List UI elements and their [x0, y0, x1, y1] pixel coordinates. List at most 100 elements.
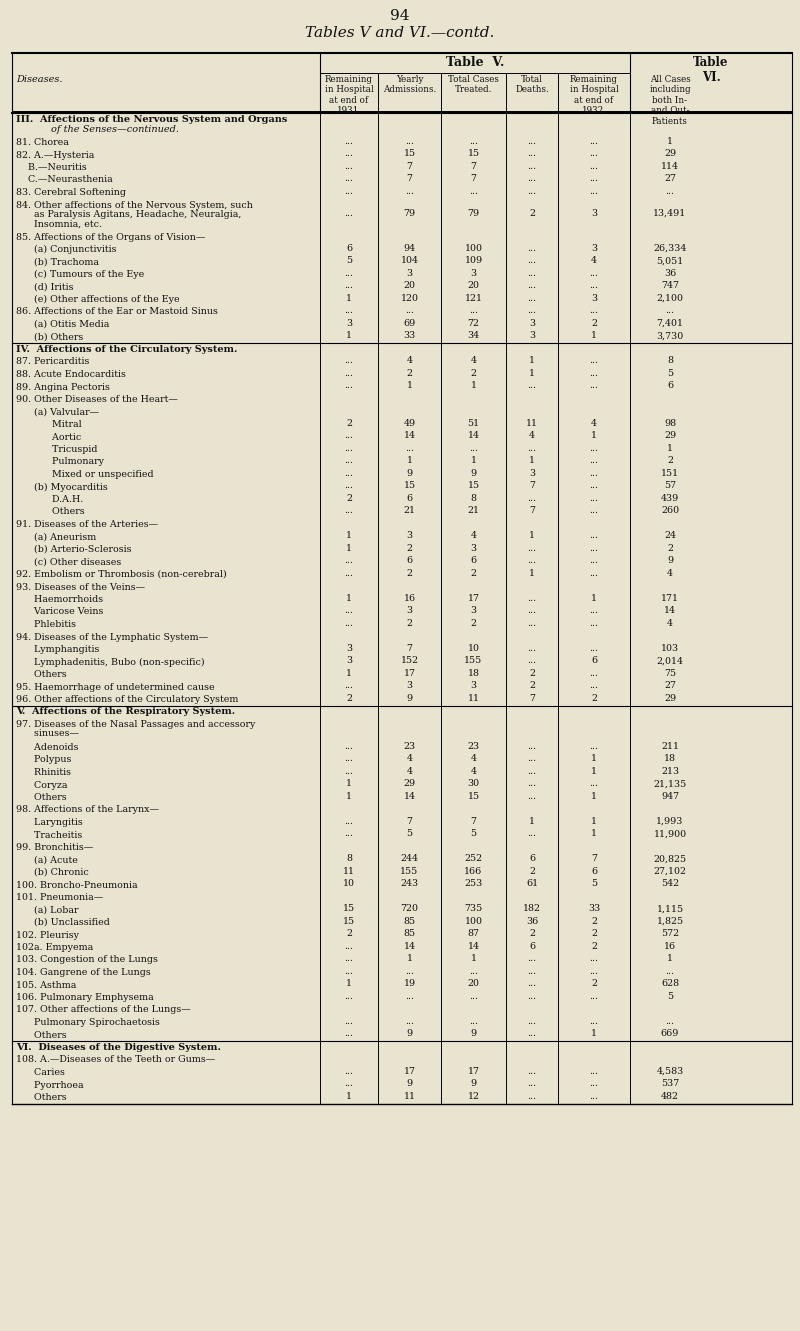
- Text: 30: 30: [467, 779, 479, 788]
- Text: 89. Angina Pectoris: 89. Angina Pectoris: [16, 382, 110, 391]
- Text: ...: ...: [666, 1017, 674, 1026]
- Text: 6: 6: [470, 556, 477, 566]
- Text: 6: 6: [406, 494, 413, 503]
- Text: ...: ...: [345, 966, 354, 976]
- Text: 211: 211: [661, 741, 679, 751]
- Text: 1: 1: [470, 954, 477, 964]
- Text: 3: 3: [529, 469, 535, 478]
- Text: 23: 23: [403, 741, 415, 751]
- Text: 100: 100: [465, 917, 482, 926]
- Text: 6: 6: [346, 244, 352, 253]
- Text: 20,825: 20,825: [654, 855, 686, 864]
- Text: 120: 120: [401, 294, 418, 302]
- Text: 86. Affections of the Ear or Mastoid Sinus: 86. Affections of the Ear or Mastoid Sin…: [16, 307, 218, 317]
- Text: ...: ...: [666, 186, 674, 196]
- Text: ...: ...: [527, 556, 537, 566]
- Text: 17: 17: [467, 1066, 479, 1075]
- Text: (c) Other diseases: (c) Other diseases: [16, 558, 122, 567]
- Text: 103: 103: [661, 644, 679, 652]
- Text: ...: ...: [345, 954, 354, 964]
- Text: 2: 2: [346, 494, 352, 503]
- Text: ...: ...: [345, 174, 354, 184]
- Text: 4: 4: [470, 357, 477, 365]
- Text: ...: ...: [527, 137, 537, 146]
- Text: ...: ...: [345, 306, 354, 315]
- Text: 94. Diseases of the Lymphatic System—: 94. Diseases of the Lymphatic System—: [16, 632, 208, 642]
- Text: ...: ...: [590, 992, 598, 1001]
- Text: 108. A.—Diseases of the Teeth or Gums—: 108. A.—Diseases of the Teeth or Gums—: [16, 1055, 215, 1065]
- Text: 2: 2: [470, 568, 477, 578]
- Text: ...: ...: [345, 186, 354, 196]
- Text: 51: 51: [467, 419, 479, 427]
- Text: 85: 85: [403, 929, 415, 938]
- Text: 1: 1: [591, 829, 597, 839]
- Text: sinuses—: sinuses—: [16, 729, 79, 739]
- Text: ...: ...: [345, 369, 354, 378]
- Text: (b) Arterio-Sclerosis: (b) Arterio-Sclerosis: [16, 544, 131, 554]
- Text: 572: 572: [661, 929, 679, 938]
- Text: ...: ...: [666, 306, 674, 315]
- Text: 482: 482: [661, 1091, 679, 1101]
- Text: Tricuspid: Tricuspid: [16, 445, 98, 454]
- Text: ...: ...: [345, 755, 354, 763]
- Text: Coryza: Coryza: [16, 780, 67, 789]
- Text: 3,730: 3,730: [656, 331, 684, 341]
- Text: 3: 3: [470, 269, 477, 278]
- Text: Pulmonary: Pulmonary: [16, 458, 104, 466]
- Text: 747: 747: [661, 281, 679, 290]
- Text: 19: 19: [403, 980, 415, 988]
- Text: ...: ...: [527, 767, 537, 776]
- Text: 2: 2: [529, 681, 535, 691]
- Text: (e) Other affections of the Eye: (e) Other affections of the Eye: [16, 295, 180, 303]
- Text: Remaining
in Hospital
at end of
1931.: Remaining in Hospital at end of 1931.: [325, 75, 374, 116]
- Text: 155: 155: [400, 866, 418, 876]
- Text: ...: ...: [527, 656, 537, 666]
- Text: 4: 4: [667, 568, 673, 578]
- Text: 1: 1: [529, 817, 535, 825]
- Text: 14: 14: [467, 431, 479, 441]
- Text: 94: 94: [403, 244, 415, 253]
- Text: 7: 7: [406, 817, 413, 825]
- Text: 69: 69: [403, 318, 416, 327]
- Text: 4: 4: [406, 357, 413, 365]
- Text: 33: 33: [403, 331, 416, 341]
- Text: 2: 2: [591, 980, 597, 988]
- Text: 1: 1: [591, 431, 597, 441]
- Text: ...: ...: [527, 381, 537, 390]
- Text: ...: ...: [345, 681, 354, 691]
- Text: 98: 98: [664, 419, 676, 427]
- Text: ...: ...: [469, 443, 478, 453]
- Text: ...: ...: [527, 954, 537, 964]
- Text: 18: 18: [664, 755, 676, 763]
- Text: 79: 79: [467, 209, 479, 218]
- Text: ...: ...: [527, 269, 537, 278]
- Text: All Cases
including
both In-
and Out-
Patients: All Cases including both In- and Out- Pa…: [649, 75, 691, 125]
- Text: ...: ...: [590, 306, 598, 315]
- Text: 3: 3: [591, 244, 597, 253]
- Text: Table  V.: Table V.: [446, 56, 504, 69]
- Text: (a) Conjunctivitis: (a) Conjunctivitis: [16, 245, 117, 254]
- Text: 29: 29: [664, 431, 676, 441]
- Text: 7: 7: [591, 855, 597, 864]
- Text: Pyorrhoea: Pyorrhoea: [16, 1081, 84, 1090]
- Text: 151: 151: [661, 469, 679, 478]
- Text: 2: 2: [667, 544, 673, 552]
- Text: ...: ...: [527, 306, 537, 315]
- Text: ...: ...: [345, 381, 354, 390]
- Text: 11: 11: [403, 1091, 415, 1101]
- Text: 121: 121: [465, 294, 482, 302]
- Text: ...: ...: [590, 568, 598, 578]
- Text: 1: 1: [346, 294, 352, 302]
- Text: ...: ...: [590, 457, 598, 466]
- Text: Caries: Caries: [16, 1067, 65, 1077]
- Text: 87. Pericarditis: 87. Pericarditis: [16, 358, 90, 366]
- Text: ...: ...: [527, 1017, 537, 1026]
- Text: Aortic: Aortic: [16, 433, 82, 442]
- Text: ...: ...: [590, 644, 598, 652]
- Text: ...: ...: [527, 1079, 537, 1089]
- Text: 17: 17: [403, 668, 415, 677]
- Text: ...: ...: [345, 443, 354, 453]
- Text: Others: Others: [16, 669, 66, 679]
- Text: 8: 8: [667, 357, 673, 365]
- Text: 15: 15: [467, 149, 479, 158]
